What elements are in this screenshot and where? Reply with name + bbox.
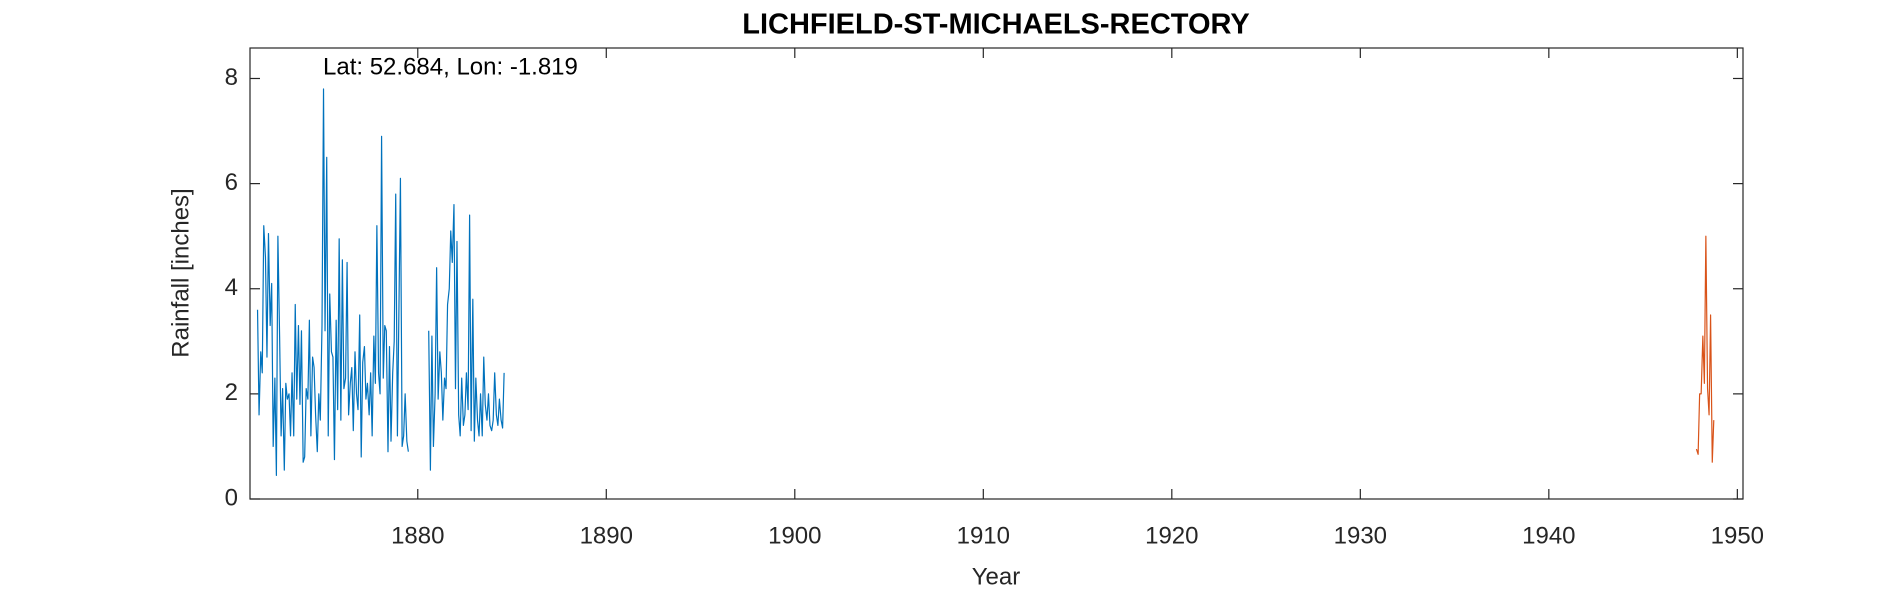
data-line — [256, 88, 505, 476]
x-tick-label: 1900 — [768, 522, 821, 549]
y-tick-label: 0 — [225, 484, 238, 511]
x-tick-label: 1910 — [957, 522, 1010, 549]
y-tick-label: 2 — [225, 379, 238, 406]
x-tick-label: 1920 — [1145, 522, 1198, 549]
y-axis-label: Rainfall [inches] — [167, 188, 194, 357]
x-tick-label: 1950 — [1711, 522, 1764, 549]
plot-area — [249, 47, 1744, 500]
x-tick-label: 1890 — [580, 522, 633, 549]
y-tick-label: 6 — [225, 169, 238, 196]
x-tick-label: 1930 — [1334, 522, 1387, 549]
y-tick-label: 4 — [225, 274, 238, 301]
chart-title: LICHFIELD-ST-MICHAELS-RECTORY — [742, 9, 1250, 41]
x-axis-label: Year — [972, 563, 1021, 590]
x-tick-label: 1880 — [391, 522, 444, 549]
data-line — [1695, 235, 1715, 463]
annotation: Lat: 52.684, Lon: -1.819 — [323, 53, 578, 80]
x-tick-label: 1940 — [1522, 522, 1575, 549]
y-tick-label: 8 — [225, 64, 238, 91]
